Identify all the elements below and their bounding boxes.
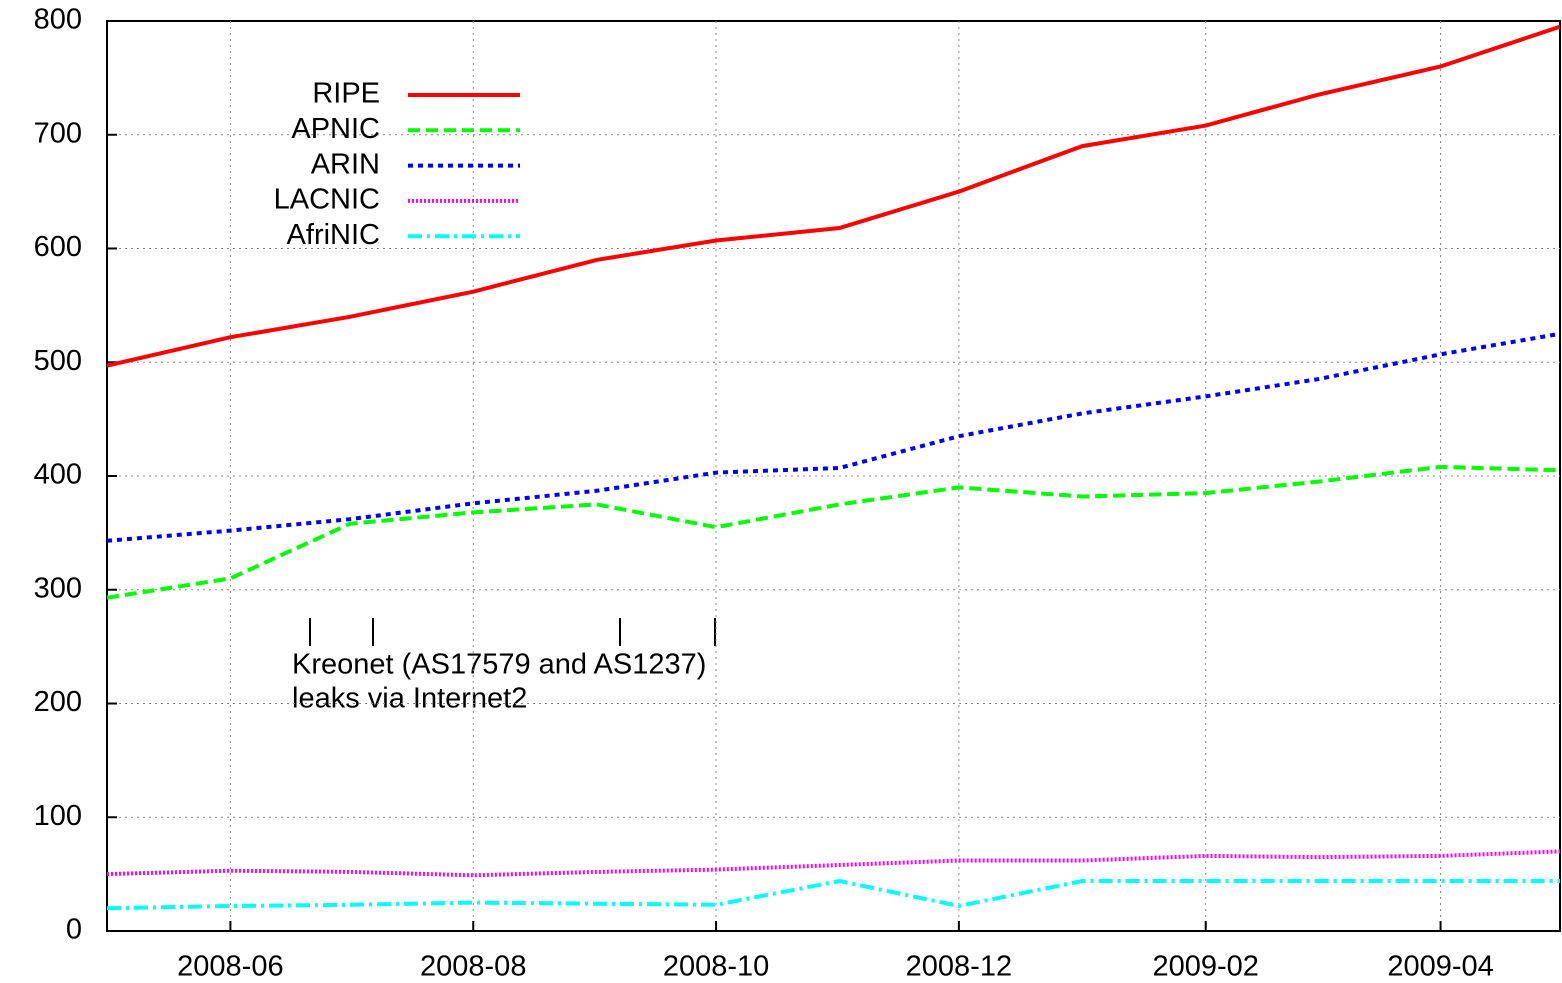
- y-tick-label: 300: [34, 572, 82, 604]
- y-tick-label: 0: [66, 914, 82, 946]
- y-tick-label: 200: [34, 686, 82, 718]
- series-line: [106, 849, 1561, 878]
- annotation: Kreonet (AS17579 and AS1237): [292, 649, 706, 681]
- x-tick-label: 2009-04: [1387, 951, 1493, 983]
- y-tick-label: 500: [34, 345, 82, 377]
- y-tick-label: 600: [34, 231, 82, 263]
- x-tick-label: 2008-10: [663, 951, 769, 983]
- legend-label: AfriNIC: [287, 219, 380, 251]
- y-tick-label: 400: [34, 459, 82, 491]
- series-line: [106, 331, 1561, 543]
- series-line: [106, 24, 1561, 368]
- legend-label: ARIN: [311, 148, 380, 180]
- series-line: [106, 878, 1560, 911]
- y-tick-label: 800: [34, 4, 82, 36]
- x-tick-label: 2008-06: [177, 951, 283, 983]
- legend-label: LACNIC: [274, 184, 380, 216]
- x-tick-label: 2009-02: [1152, 951, 1258, 983]
- y-tick-label: 100: [34, 800, 82, 832]
- legend-label: APNIC: [291, 113, 380, 145]
- x-tick-label: 2008-08: [420, 951, 526, 983]
- legend-label: RIPE: [312, 78, 380, 110]
- series-line: [106, 464, 1561, 600]
- annotation: leaks via Internet2: [292, 683, 527, 715]
- x-tick-label: 2008-12: [906, 951, 1012, 983]
- annotation-markers: [309, 618, 716, 646]
- y-tick-label: 700: [34, 117, 82, 149]
